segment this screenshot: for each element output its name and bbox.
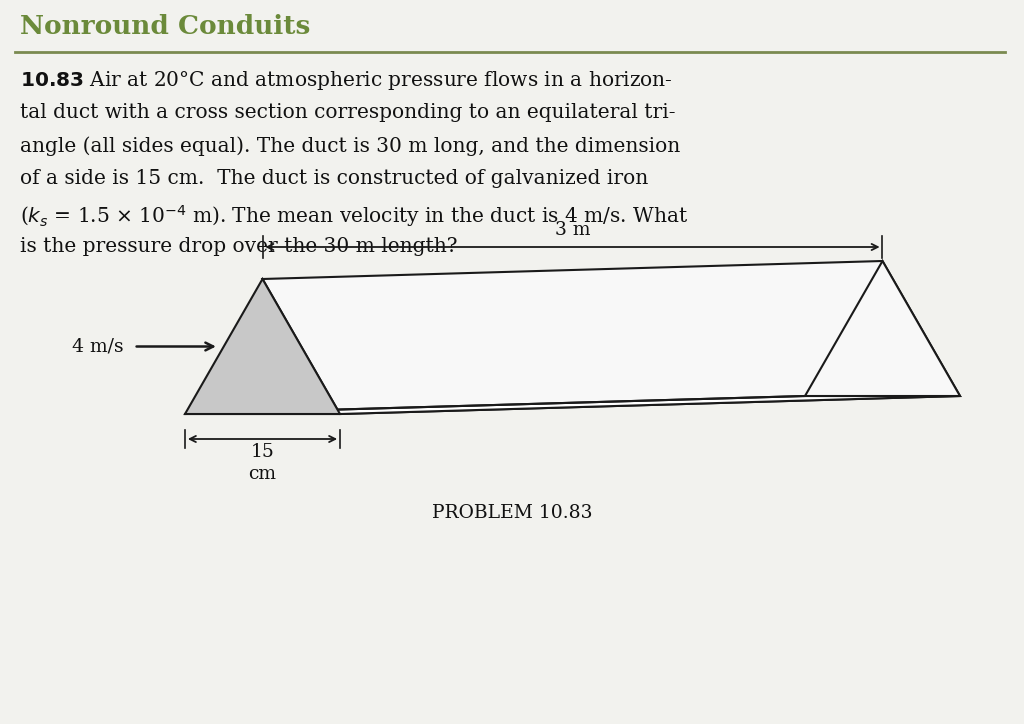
Text: 15: 15 — [251, 443, 274, 461]
Text: angle (all sides equal). The duct is 30 m long, and the dimension: angle (all sides equal). The duct is 30 … — [20, 136, 680, 156]
Polygon shape — [262, 261, 961, 414]
Text: tal duct with a cross section corresponding to an equilateral tri-: tal duct with a cross section correspond… — [20, 103, 676, 122]
Text: 4 m/s: 4 m/s — [72, 337, 124, 355]
Text: is the pressure drop over the 30 m length?: is the pressure drop over the 30 m lengt… — [20, 237, 458, 256]
Text: $\mathbf{10.83}$ Air at 20°C and atmospheric pressure flows in a horizon-: $\mathbf{10.83}$ Air at 20°C and atmosph… — [20, 69, 673, 92]
Text: cm: cm — [249, 465, 276, 483]
Text: 3 m: 3 m — [555, 221, 590, 239]
Polygon shape — [185, 396, 961, 414]
Polygon shape — [805, 261, 961, 396]
Text: PROBLEM 10.83: PROBLEM 10.83 — [432, 504, 592, 522]
Polygon shape — [185, 279, 340, 414]
Text: Nonround Conduits: Nonround Conduits — [20, 14, 310, 39]
Text: of a side is 15 cm.  The duct is constructed of galvanized iron: of a side is 15 cm. The duct is construc… — [20, 169, 648, 188]
Text: ($k_s$ = 1.5 $\times$ 10$^{-4}$ m). The mean velocity in the duct is 4 m/s. What: ($k_s$ = 1.5 $\times$ 10$^{-4}$ m). The … — [20, 203, 688, 229]
